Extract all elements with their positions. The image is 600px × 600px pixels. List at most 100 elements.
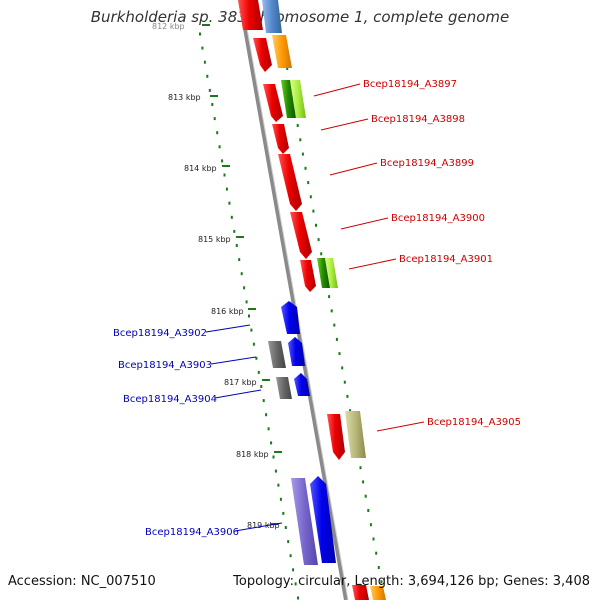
gene-label-A3905[interactable]: Bcep18194_A3905 bbox=[427, 417, 521, 428]
gene-arrow[interactable] bbox=[281, 301, 300, 334]
ruler-dot bbox=[309, 195, 312, 199]
gene-label-A3901[interactable]: Bcep18194_A3901 bbox=[399, 254, 493, 265]
ruler-dot bbox=[243, 286, 246, 290]
gene-arrow[interactable] bbox=[263, 84, 283, 122]
ruler-dot bbox=[238, 258, 241, 262]
gene-features bbox=[238, 0, 386, 600]
label-connector bbox=[340, 217, 389, 230]
genome-backbone bbox=[238, 0, 348, 600]
ruler-dot bbox=[257, 370, 260, 374]
ruler-dot bbox=[312, 209, 315, 213]
gene-arrow[interactable] bbox=[238, 0, 263, 30]
gene-label-A3897[interactable]: Bcep18194_A3897 bbox=[363, 79, 457, 90]
label-connector bbox=[348, 258, 397, 270]
gene-arrow[interactable] bbox=[278, 154, 302, 211]
ruler-dot bbox=[292, 568, 295, 572]
ruler-dot bbox=[228, 201, 231, 205]
ruler-dot bbox=[299, 138, 302, 142]
gene-label-A3902[interactable]: Bcep18194_A3902 bbox=[113, 328, 207, 339]
ruler-dot bbox=[301, 152, 304, 156]
ruler-dot bbox=[286, 67, 289, 70]
gene-arrow[interactable] bbox=[325, 258, 338, 288]
ruler-dot bbox=[255, 356, 258, 360]
gene-arrow[interactable] bbox=[300, 260, 316, 292]
ruler-dot bbox=[367, 509, 370, 512]
ruler-dot bbox=[250, 328, 253, 332]
ruler-dot bbox=[372, 537, 375, 541]
scale-tick-label: 812 kbp bbox=[152, 22, 185, 31]
gene-arrow[interactable] bbox=[281, 80, 296, 118]
gene-arrow[interactable] bbox=[288, 337, 305, 366]
ruler-dot bbox=[296, 124, 299, 127]
ruler-dot bbox=[260, 385, 263, 388]
gene-arrow[interactable] bbox=[352, 585, 369, 600]
gene-arrow[interactable] bbox=[327, 414, 345, 460]
gene-label-A3898[interactable]: Bcep18194_A3898 bbox=[371, 114, 465, 125]
ruler-dot bbox=[346, 394, 349, 398]
gene-arrow[interactable] bbox=[262, 0, 282, 33]
ruler-dot bbox=[201, 46, 204, 50]
ruler-dot bbox=[270, 441, 273, 445]
gene-arrow[interactable] bbox=[276, 377, 292, 399]
scale-tick-label: 819 kbp bbox=[247, 521, 280, 530]
ruler-dot bbox=[380, 580, 383, 584]
gene-arrow[interactable] bbox=[272, 124, 289, 154]
gene-arrow[interactable] bbox=[317, 258, 330, 288]
ruler-dot bbox=[245, 300, 248, 304]
label-connector bbox=[214, 389, 262, 399]
gene-label-A3906[interactable]: Bcep18194_A3906 bbox=[145, 527, 239, 538]
ruler-dot bbox=[375, 551, 378, 555]
ruler-dot bbox=[240, 272, 243, 276]
gene-label-A3903[interactable]: Bcep18194_A3903 bbox=[118, 360, 212, 371]
ruler-dot bbox=[213, 117, 216, 121]
ruler-dot bbox=[287, 540, 290, 544]
ruler-dot bbox=[274, 469, 277, 473]
ruler-dot bbox=[203, 60, 206, 64]
gene-arrow[interactable] bbox=[370, 586, 386, 600]
scale-tick-label: 817 kbp bbox=[224, 378, 257, 387]
gene-label-A3904[interactable]: Bcep18194_A3904 bbox=[123, 394, 217, 405]
gene-arrow[interactable] bbox=[253, 38, 272, 72]
ruler-dot bbox=[223, 173, 226, 177]
gene-arrow[interactable] bbox=[310, 476, 336, 563]
ruler-dot bbox=[330, 309, 333, 313]
gene-arrow[interactable] bbox=[291, 478, 318, 565]
ruler-dot bbox=[267, 427, 270, 431]
ruler-dot bbox=[297, 596, 299, 600]
gene-arrow[interactable] bbox=[268, 341, 286, 368]
ruler-dot bbox=[265, 413, 268, 417]
ruler-dot bbox=[307, 181, 310, 185]
gene-arrow[interactable] bbox=[272, 35, 292, 68]
gene-arrow[interactable] bbox=[345, 411, 366, 458]
scale-tick-label: 816 kbp bbox=[211, 307, 244, 316]
forward-gene-labels: Bcep18194_A3897 Bcep18194_A3898 Bcep1819… bbox=[363, 79, 521, 428]
gene-label-A3899[interactable]: Bcep18194_A3899 bbox=[380, 158, 474, 169]
ruler-dot bbox=[343, 380, 346, 384]
ruler-dot bbox=[216, 131, 219, 135]
ruler-dot bbox=[294, 582, 297, 586]
gene-arrow[interactable] bbox=[290, 80, 306, 118]
gene-arrow[interactable] bbox=[294, 373, 310, 396]
ruler-dot bbox=[208, 88, 211, 92]
label-connector bbox=[205, 324, 251, 333]
ruler-dot bbox=[328, 295, 331, 299]
genome-backbone-highlight bbox=[241, 0, 349, 600]
gene-arrow[interactable] bbox=[290, 212, 312, 259]
label-connector bbox=[329, 162, 378, 176]
gene-label-A3900[interactable]: Bcep18194_A3900 bbox=[391, 213, 485, 224]
scale-ruler bbox=[199, 32, 299, 600]
ruler-dot bbox=[230, 215, 233, 219]
map-title: Burkholderia sp. 383 chromosome 1, compl… bbox=[90, 8, 510, 26]
ruler-dot bbox=[282, 511, 285, 515]
ruler-dot bbox=[362, 480, 365, 484]
ruler-dot bbox=[211, 103, 214, 106]
ruler-dot bbox=[369, 523, 372, 527]
scale-tick-label: 813 kbp bbox=[168, 93, 201, 102]
ruler-dot bbox=[320, 252, 323, 256]
label-connector bbox=[210, 356, 257, 365]
ruler-dot bbox=[235, 244, 238, 247]
ruler-dot bbox=[349, 409, 351, 413]
label-connector bbox=[234, 522, 283, 532]
ruler-dot bbox=[335, 337, 338, 341]
